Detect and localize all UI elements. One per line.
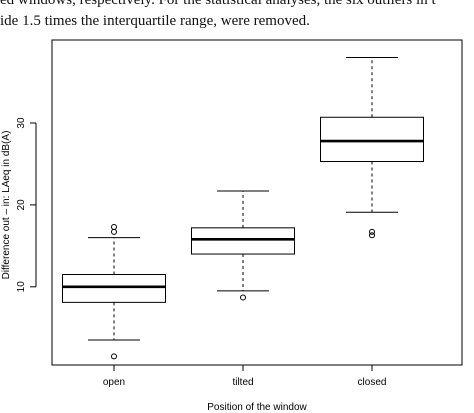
outlier-point	[240, 294, 246, 301]
iqr-box	[191, 227, 295, 255]
y-tick-label: 20	[16, 199, 27, 211]
box-tilted	[191, 190, 295, 301]
box-open	[62, 224, 166, 360]
outlier-point	[369, 228, 375, 235]
boxes	[62, 56, 424, 360]
y-tick-label: 30	[16, 117, 27, 129]
y-axis: 10 20 30	[16, 117, 37, 293]
iqr-box	[62, 274, 166, 303]
x-tick-label-tilted: tilted	[232, 377, 253, 388]
x-tick-label-open: open	[103, 377, 125, 388]
outlier-point	[111, 228, 117, 235]
caption-text: ed windows, respectively. For the statis…	[0, 0, 474, 40]
outlier-point	[111, 224, 117, 231]
outlier-point	[369, 232, 375, 239]
caption-line-1: ed windows, respectively. For the statis…	[0, 0, 436, 8]
outlier-point	[111, 353, 117, 360]
y-tick-label: 10	[16, 281, 27, 293]
x-axis-label: Position of the window	[207, 402, 307, 413]
iqr-box	[320, 116, 424, 162]
y-axis-label: Difference out – in: LAeq in dB(A)	[1, 131, 12, 280]
caption-line-2: ide 1.5 times the interquartile range, w…	[0, 13, 310, 29]
box-closed	[320, 56, 424, 239]
x-tick-label-closed: closed	[358, 377, 387, 388]
x-axis: open tilted closed	[103, 364, 387, 388]
